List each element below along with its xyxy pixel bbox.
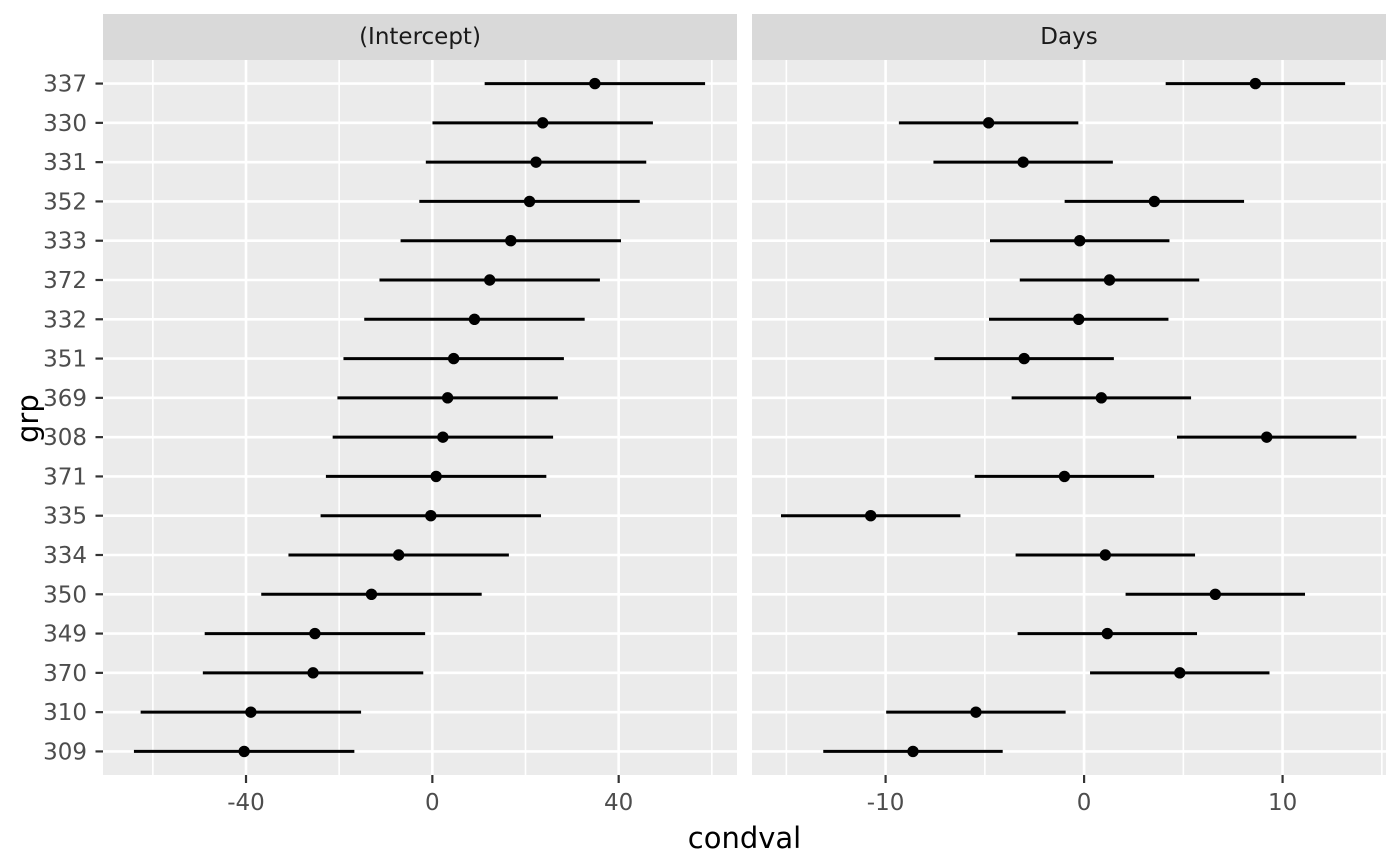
point <box>970 706 982 718</box>
facet-strip-days: Days <box>752 14 1386 60</box>
y-tick-label: 337 <box>43 72 87 98</box>
point <box>365 588 378 600</box>
point <box>1103 274 1116 286</box>
point <box>523 195 536 208</box>
x-axis-title: condval <box>687 821 802 855</box>
y-tick-label: 369 <box>43 386 87 412</box>
y-axis-title: grp <box>11 394 45 443</box>
y-tick-label: 331 <box>43 150 87 176</box>
facet-strip-intercept-label: (Intercept) <box>359 24 481 50</box>
point <box>1095 392 1108 404</box>
point <box>1174 667 1186 679</box>
point <box>468 313 481 325</box>
point <box>447 352 460 365</box>
point <box>1074 235 1086 247</box>
y-tick-label: 309 <box>43 739 87 765</box>
point <box>483 274 496 286</box>
point <box>245 706 257 718</box>
x-tick-label: -10 <box>867 790 905 816</box>
x-tick-label: 0 <box>1077 790 1092 816</box>
point <box>1209 588 1221 600</box>
y-tick-label: 370 <box>43 661 87 687</box>
point <box>907 745 919 758</box>
point <box>530 156 542 168</box>
point <box>238 745 250 758</box>
point <box>982 117 995 129</box>
y-tick-label: 350 <box>43 582 87 608</box>
point <box>425 510 437 522</box>
x-tick-label: 0 <box>425 790 440 816</box>
x-tick-label: -40 <box>227 790 265 816</box>
y-tick-label: 330 <box>43 111 87 137</box>
point <box>437 431 449 443</box>
point <box>1099 549 1112 561</box>
panel-background <box>752 60 1386 775</box>
point <box>1249 77 1262 90</box>
y-tick-label: 308 <box>43 425 87 451</box>
y-tick-label: 352 <box>43 189 87 215</box>
point <box>865 510 877 522</box>
point <box>1148 195 1161 208</box>
facet-strip-days-label: Days <box>1040 24 1098 50</box>
point <box>307 667 319 679</box>
y-tick-label: 349 <box>43 622 87 648</box>
point <box>1018 352 1030 365</box>
point <box>1261 431 1273 443</box>
y-tick-label: 372 <box>43 268 87 294</box>
point <box>1017 156 1029 168</box>
point <box>430 470 442 483</box>
y-tick-label: 335 <box>43 504 87 530</box>
point <box>505 235 517 247</box>
panel-background <box>103 60 737 775</box>
y-tick-label: 333 <box>43 229 87 255</box>
y-tick-label: 334 <box>43 543 87 569</box>
point <box>309 627 321 640</box>
point <box>1101 627 1114 640</box>
point <box>537 117 549 129</box>
point <box>392 549 405 561</box>
point <box>1073 313 1085 325</box>
x-tick-label: 10 <box>1268 790 1297 816</box>
point <box>441 392 454 404</box>
point <box>1058 470 1071 483</box>
y-tick-label: 332 <box>43 307 87 333</box>
facet-strip-intercept: (Intercept) <box>103 14 737 60</box>
y-tick-label: 371 <box>43 464 87 490</box>
x-tick-label: 40 <box>604 790 633 816</box>
point <box>589 77 601 90</box>
y-tick-label: 310 <box>43 700 87 726</box>
y-tick-label: 351 <box>43 347 87 373</box>
